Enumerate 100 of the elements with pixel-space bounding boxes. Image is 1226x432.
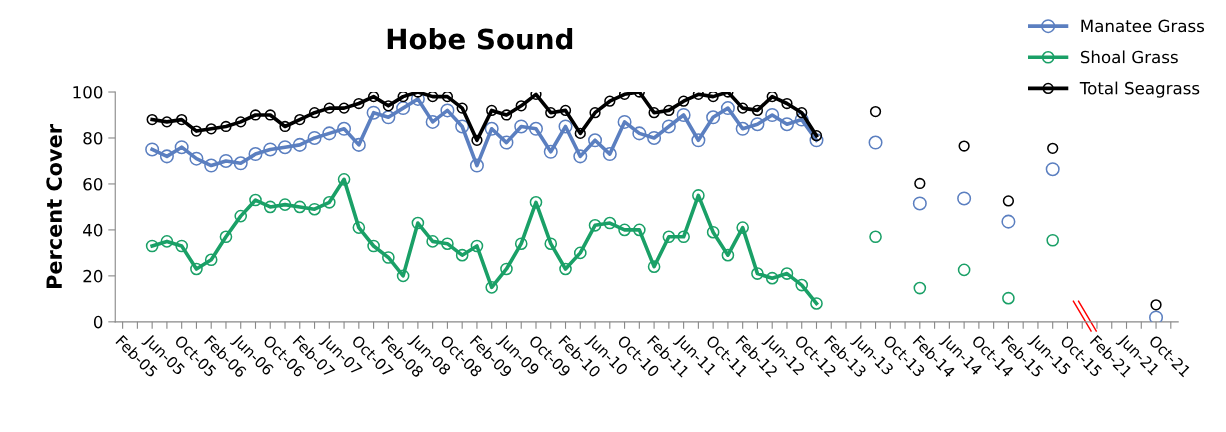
point	[353, 97, 365, 110]
point	[796, 107, 808, 119]
point	[957, 263, 971, 277]
point	[588, 218, 602, 232]
point	[528, 121, 544, 136]
point	[1002, 291, 1015, 305]
point	[146, 113, 158, 126]
point	[263, 142, 278, 157]
point	[707, 92, 719, 103]
point	[292, 137, 307, 152]
point	[174, 140, 189, 155]
point	[234, 209, 248, 223]
point	[249, 193, 262, 207]
point	[780, 267, 794, 280]
point	[677, 95, 690, 107]
point	[337, 121, 352, 136]
point	[337, 173, 351, 186]
point	[351, 137, 366, 152]
point	[308, 107, 321, 119]
point	[161, 116, 173, 128]
point	[573, 246, 587, 260]
point	[795, 278, 809, 292]
point	[781, 97, 793, 110]
point	[721, 248, 735, 262]
point	[868, 135, 883, 150]
point	[205, 123, 217, 135]
point	[558, 119, 573, 134]
point	[367, 239, 380, 253]
point	[545, 107, 557, 119]
point	[737, 102, 749, 114]
point	[219, 230, 233, 244]
point	[958, 140, 970, 152]
point	[648, 107, 660, 119]
point	[543, 144, 558, 159]
point	[1150, 299, 1162, 311]
point	[647, 260, 661, 274]
point	[441, 92, 454, 103]
point	[766, 92, 778, 103]
point	[618, 223, 631, 237]
point	[159, 149, 174, 164]
point	[263, 200, 277, 214]
point	[676, 107, 691, 123]
point	[294, 113, 306, 126]
point	[514, 237, 528, 251]
point	[632, 126, 647, 141]
point	[529, 196, 543, 209]
point	[470, 239, 484, 253]
point	[662, 230, 676, 244]
point	[1001, 214, 1016, 229]
point	[235, 116, 247, 128]
point	[810, 130, 823, 142]
legend-label: Manatee Grass	[1081, 19, 1205, 33]
point	[559, 262, 572, 276]
point	[1047, 142, 1059, 154]
point	[396, 269, 410, 283]
y-tick-label: 60	[83, 177, 103, 191]
point	[249, 109, 262, 121]
point	[750, 117, 765, 132]
point	[278, 198, 292, 211]
point	[913, 281, 927, 295]
point	[633, 223, 646, 237]
point	[736, 221, 749, 234]
y-tick-label: 80	[83, 131, 103, 145]
point	[544, 237, 558, 251]
point	[176, 113, 188, 126]
point	[455, 119, 470, 134]
point	[514, 119, 529, 134]
point	[220, 120, 232, 133]
point	[691, 133, 706, 148]
y-axis-title: Percent Cover	[46, 124, 63, 288]
point	[175, 239, 188, 253]
point	[1046, 233, 1060, 247]
point	[647, 130, 662, 145]
point	[366, 105, 381, 120]
point	[322, 126, 337, 141]
point	[603, 216, 617, 230]
y-tick-label: 20	[83, 269, 103, 283]
point	[912, 196, 927, 211]
y-tick-label: 40	[83, 223, 103, 237]
point	[469, 158, 484, 173]
point	[602, 147, 617, 162]
point	[486, 104, 498, 117]
point	[957, 191, 972, 206]
point	[661, 119, 676, 134]
point	[233, 156, 248, 171]
point	[190, 125, 203, 137]
point	[485, 281, 499, 294]
point	[382, 100, 394, 112]
point	[869, 230, 882, 244]
point	[706, 110, 721, 125]
y-tick-label: 0	[93, 315, 103, 329]
point	[425, 114, 440, 129]
point	[367, 92, 380, 103]
point	[484, 121, 499, 136]
point	[617, 114, 632, 129]
point	[293, 200, 307, 214]
point	[720, 101, 735, 116]
point	[779, 117, 794, 132]
point	[382, 251, 395, 264]
y-tick-label: 100	[73, 85, 103, 99]
